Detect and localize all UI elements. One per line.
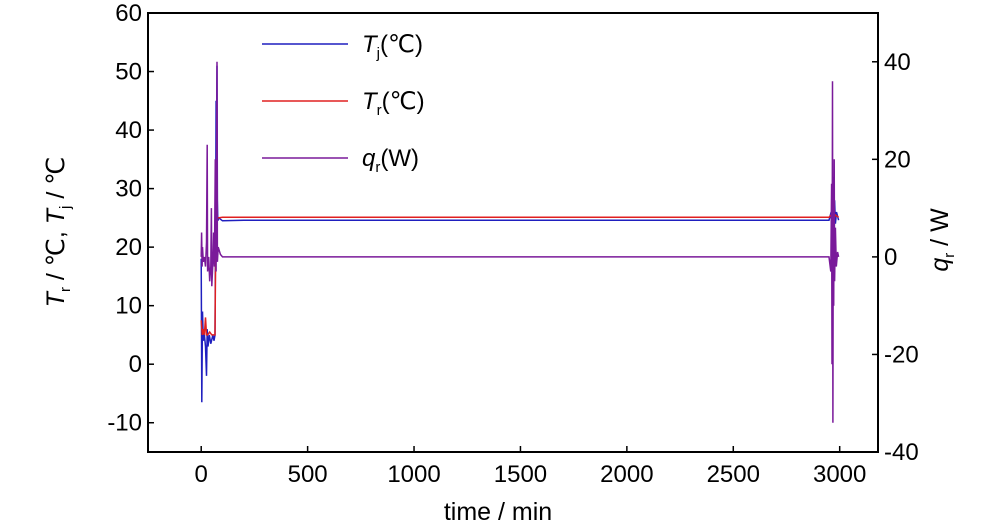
ylabel-right-main: q xyxy=(926,258,954,272)
y-axis-label-right: qr / W xyxy=(926,208,958,272)
plot-frame xyxy=(147,12,879,453)
y-right-tick-label-1: -20 xyxy=(884,341,919,368)
y-axis-left: -10 0 10 20 30 40 50 60 xyxy=(107,0,154,437)
series-line-1 xyxy=(200,213,840,336)
y-left-tick-label-3: 20 xyxy=(115,234,142,261)
y-right-tick-label-2: 0 xyxy=(884,244,897,271)
x-tick-label-5: 2500 xyxy=(707,461,760,488)
y-left-tick-label-7: 60 xyxy=(115,0,142,27)
x-tick-label-1: 500 xyxy=(288,461,328,488)
y-axis-label-left: Tr / ℃, Tj / ℃ xyxy=(42,157,74,308)
ylabel-right-sub: r xyxy=(941,253,958,258)
ylabel-left-sub2: j xyxy=(57,206,74,210)
legend-label-2: qr(W) xyxy=(362,145,419,176)
y-left-tick-label-4: 30 xyxy=(115,176,142,203)
ylabel-left-main2: T xyxy=(42,207,70,224)
legend: Tj(℃) Tr(℃) qr(W) xyxy=(262,31,425,176)
ylabel-left-mid: / ℃, xyxy=(42,224,70,287)
y-left-tick-label-6: 50 xyxy=(115,59,142,86)
series-layer xyxy=(200,61,840,423)
x-axis: 0 500 1000 1500 2000 2500 3000 xyxy=(195,446,866,488)
legend-label-1: Tr(℃) xyxy=(362,88,425,119)
legend-label-0: Tj(℃) xyxy=(362,31,423,62)
series-line-0 xyxy=(200,65,840,403)
series-line-2 xyxy=(200,61,840,423)
x-tick-label-6: 3000 xyxy=(813,461,866,488)
y-axis-right: -40 -20 0 20 40 xyxy=(872,49,919,466)
y-left-tick-label-5: 40 xyxy=(115,117,142,144)
x-tick-label-0: 0 xyxy=(195,461,208,488)
ylabel-left-main: T xyxy=(42,290,70,307)
ylabel-left-sub1: r xyxy=(57,287,74,292)
y-right-tick-label-0: -40 xyxy=(884,439,919,466)
y-left-tick-label-1: 0 xyxy=(129,351,142,378)
y-right-tick-label-3: 20 xyxy=(884,146,911,173)
x-tick-label-2: 1000 xyxy=(387,461,440,488)
y-left-tick-label-0: -10 xyxy=(107,410,142,437)
y-left-tick-label-2: 10 xyxy=(115,293,142,320)
y-right-tick-label-4: 40 xyxy=(884,49,911,76)
x-axis-label: time / min xyxy=(444,498,552,526)
ylabel-right-tail: / W xyxy=(926,208,954,253)
ylabel-left-tail: / ℃ xyxy=(42,157,70,206)
x-tick-label-3: 1500 xyxy=(494,461,547,488)
x-tick-label-4: 2000 xyxy=(600,461,653,488)
